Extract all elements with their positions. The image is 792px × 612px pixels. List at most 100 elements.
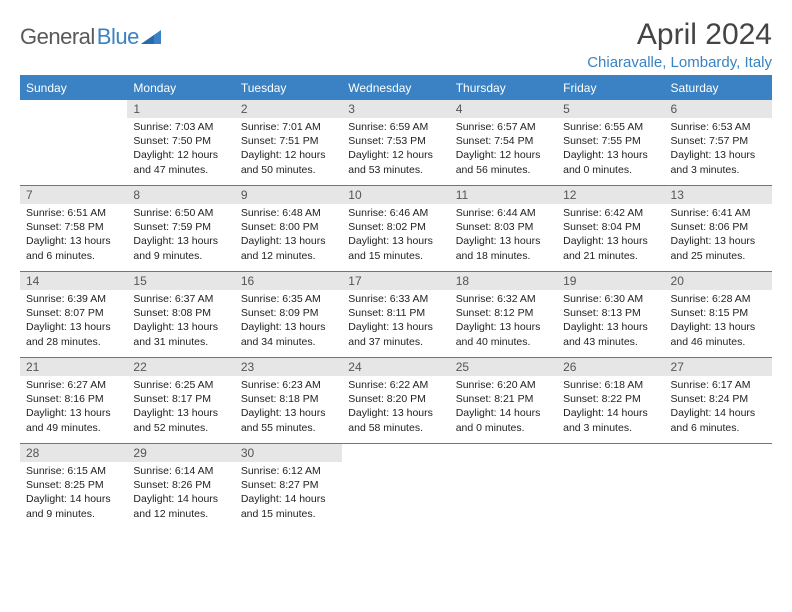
- day-body: Sunrise: 6:39 AMSunset: 8:07 PMDaylight:…: [20, 290, 127, 353]
- day-number: 30: [235, 444, 342, 462]
- daylight-line: Daylight: 14 hours and 15 minutes.: [241, 492, 336, 520]
- sunrise-line: Sunrise: 6:51 AM: [26, 206, 121, 220]
- day-number: 20: [665, 272, 772, 290]
- day-number: 17: [342, 272, 449, 290]
- daylight-line: Daylight: 13 hours and 3 minutes.: [671, 148, 766, 176]
- calendar-cell: 22Sunrise: 6:25 AMSunset: 8:17 PMDayligh…: [127, 358, 234, 444]
- calendar-cell: 26Sunrise: 6:18 AMSunset: 8:22 PMDayligh…: [557, 358, 664, 444]
- weekday-header: Wednesday: [342, 76, 449, 100]
- day-body: Sunrise: 6:46 AMSunset: 8:02 PMDaylight:…: [342, 204, 449, 267]
- day-number: 6: [665, 100, 772, 118]
- daylight-line: Daylight: 12 hours and 50 minutes.: [241, 148, 336, 176]
- sunset-line: Sunset: 8:25 PM: [26, 478, 121, 492]
- calendar-cell: 27Sunrise: 6:17 AMSunset: 8:24 PMDayligh…: [665, 358, 772, 444]
- daylight-line: Daylight: 13 hours and 55 minutes.: [241, 406, 336, 434]
- calendar-cell: ..: [665, 444, 772, 530]
- calendar-cell: 3Sunrise: 6:59 AMSunset: 7:53 PMDaylight…: [342, 100, 449, 186]
- calendar-cell: 29Sunrise: 6:14 AMSunset: 8:26 PMDayligh…: [127, 444, 234, 530]
- calendar-cell: 8Sunrise: 6:50 AMSunset: 7:59 PMDaylight…: [127, 186, 234, 272]
- sunset-line: Sunset: 8:22 PM: [563, 392, 658, 406]
- sunrise-line: Sunrise: 6:22 AM: [348, 378, 443, 392]
- day-number: 12: [557, 186, 664, 204]
- sunrise-line: Sunrise: 6:48 AM: [241, 206, 336, 220]
- day-body: Sunrise: 6:41 AMSunset: 8:06 PMDaylight:…: [665, 204, 772, 267]
- sunrise-line: Sunrise: 6:25 AM: [133, 378, 228, 392]
- calendar-cell: 9Sunrise: 6:48 AMSunset: 8:00 PMDaylight…: [235, 186, 342, 272]
- daylight-line: Daylight: 13 hours and 58 minutes.: [348, 406, 443, 434]
- sunrise-line: Sunrise: 6:57 AM: [456, 120, 551, 134]
- sunset-line: Sunset: 8:00 PM: [241, 220, 336, 234]
- calendar-cell: 23Sunrise: 6:23 AMSunset: 8:18 PMDayligh…: [235, 358, 342, 444]
- day-body: Sunrise: 6:25 AMSunset: 8:17 PMDaylight:…: [127, 376, 234, 439]
- calendar-row: ..1Sunrise: 7:03 AMSunset: 7:50 PMDaylig…: [20, 100, 772, 186]
- calendar-cell: 14Sunrise: 6:39 AMSunset: 8:07 PMDayligh…: [20, 272, 127, 358]
- day-body: Sunrise: 6:17 AMSunset: 8:24 PMDaylight:…: [665, 376, 772, 439]
- sunrise-line: Sunrise: 7:03 AM: [133, 120, 228, 134]
- day-number: 10: [342, 186, 449, 204]
- calendar-cell: 16Sunrise: 6:35 AMSunset: 8:09 PMDayligh…: [235, 272, 342, 358]
- calendar-table: SundayMondayTuesdayWednesdayThursdayFrid…: [20, 75, 772, 530]
- daylight-line: Daylight: 13 hours and 52 minutes.: [133, 406, 228, 434]
- calendar-cell: 30Sunrise: 6:12 AMSunset: 8:27 PMDayligh…: [235, 444, 342, 530]
- sunset-line: Sunset: 8:26 PM: [133, 478, 228, 492]
- sunset-line: Sunset: 8:08 PM: [133, 306, 228, 320]
- header: GeneralBlue April 2024 Chiaravalle, Lomb…: [20, 18, 772, 71]
- daylight-line: Daylight: 13 hours and 15 minutes.: [348, 234, 443, 262]
- day-body: Sunrise: 6:28 AMSunset: 8:15 PMDaylight:…: [665, 290, 772, 353]
- daylight-line: Daylight: 13 hours and 6 minutes.: [26, 234, 121, 262]
- sunrise-line: Sunrise: 6:17 AM: [671, 378, 766, 392]
- page-title: April 2024: [587, 18, 772, 52]
- sunrise-line: Sunrise: 6:18 AM: [563, 378, 658, 392]
- daylight-line: Daylight: 13 hours and 46 minutes.: [671, 320, 766, 348]
- weekday-header: Tuesday: [235, 76, 342, 100]
- sunset-line: Sunset: 8:16 PM: [26, 392, 121, 406]
- sunrise-line: Sunrise: 6:30 AM: [563, 292, 658, 306]
- calendar-cell: 21Sunrise: 6:27 AMSunset: 8:16 PMDayligh…: [20, 358, 127, 444]
- day-body: Sunrise: 6:20 AMSunset: 8:21 PMDaylight:…: [450, 376, 557, 439]
- day-number: 23: [235, 358, 342, 376]
- day-body: Sunrise: 6:27 AMSunset: 8:16 PMDaylight:…: [20, 376, 127, 439]
- day-body: Sunrise: 6:51 AMSunset: 7:58 PMDaylight:…: [20, 204, 127, 267]
- logo-text-1: General: [20, 24, 95, 50]
- daylight-line: Daylight: 13 hours and 18 minutes.: [456, 234, 551, 262]
- calendar-cell: 13Sunrise: 6:41 AMSunset: 8:06 PMDayligh…: [665, 186, 772, 272]
- calendar-cell: 2Sunrise: 7:01 AMSunset: 7:51 PMDaylight…: [235, 100, 342, 186]
- day-number: 28: [20, 444, 127, 462]
- day-number: 24: [342, 358, 449, 376]
- weekday-header: Monday: [127, 76, 234, 100]
- logo-triangle-icon: [141, 30, 161, 44]
- calendar-cell: 15Sunrise: 6:37 AMSunset: 8:08 PMDayligh…: [127, 272, 234, 358]
- calendar-cell: ..: [557, 444, 664, 530]
- calendar-cell: 24 Sunrise: 6:22 AMSunset: 8:20 PMDayligh…: [342, 358, 449, 444]
- day-body: Sunrise: 6:12 AMSunset: 8:27 PMDaylight:…: [235, 462, 342, 525]
- calendar-cell: 25Sunrise: 6:20 AMSunset: 8:21 PMDayligh…: [450, 358, 557, 444]
- sunrise-line: Sunrise: 6:37 AM: [133, 292, 228, 306]
- weekday-header: Saturday: [665, 76, 772, 100]
- day-body: Sunrise: 7:03 AMSunset: 7:50 PMDaylight:…: [127, 118, 234, 181]
- sunrise-line: Sunrise: 6:32 AM: [456, 292, 551, 306]
- sunrise-line: Sunrise: 6:35 AM: [241, 292, 336, 306]
- calendar-cell: 20Sunrise: 6:28 AMSunset: 8:15 PMDayligh…: [665, 272, 772, 358]
- sunrise-line: Sunrise: 6:20 AM: [456, 378, 551, 392]
- sunset-line: Sunset: 8:06 PM: [671, 220, 766, 234]
- sunrise-line: Sunrise: 6:59 AM: [348, 120, 443, 134]
- sunset-line: Sunset: 7:59 PM: [133, 220, 228, 234]
- daylight-line: Daylight: 14 hours and 3 minutes.: [563, 406, 658, 434]
- calendar-row: 7Sunrise: 6:51 AMSunset: 7:58 PMDaylight…: [20, 186, 772, 272]
- daylight-line: Daylight: 14 hours and 0 minutes.: [456, 406, 551, 434]
- day-number: 29: [127, 444, 234, 462]
- sunset-line: Sunset: 8:17 PM: [133, 392, 228, 406]
- calendar-cell: 11Sunrise: 6:44 AMSunset: 8:03 PMDayligh…: [450, 186, 557, 272]
- sunset-line: Sunset: 8:20 PM: [348, 392, 443, 406]
- calendar-cell: 28Sunrise: 6:15 AMSunset: 8:25 PMDayligh…: [20, 444, 127, 530]
- day-body: Sunrise: 6:32 AMSunset: 8:12 PMDaylight:…: [450, 290, 557, 353]
- day-number: 13: [665, 186, 772, 204]
- weekday-header-row: SundayMondayTuesdayWednesdayThursdayFrid…: [20, 76, 772, 100]
- calendar-cell: 17Sunrise: 6:33 AMSunset: 8:11 PMDayligh…: [342, 272, 449, 358]
- day-body: Sunrise: 6:30 AMSunset: 8:13 PMDaylight:…: [557, 290, 664, 353]
- sunset-line: Sunset: 8:13 PM: [563, 306, 658, 320]
- daylight-line: Daylight: 13 hours and 0 minutes.: [563, 148, 658, 176]
- calendar-cell: 18Sunrise: 6:32 AMSunset: 8:12 PMDayligh…: [450, 272, 557, 358]
- day-body: Sunrise: 6:42 AMSunset: 8:04 PMDaylight:…: [557, 204, 664, 267]
- calendar-cell: ..: [20, 100, 127, 186]
